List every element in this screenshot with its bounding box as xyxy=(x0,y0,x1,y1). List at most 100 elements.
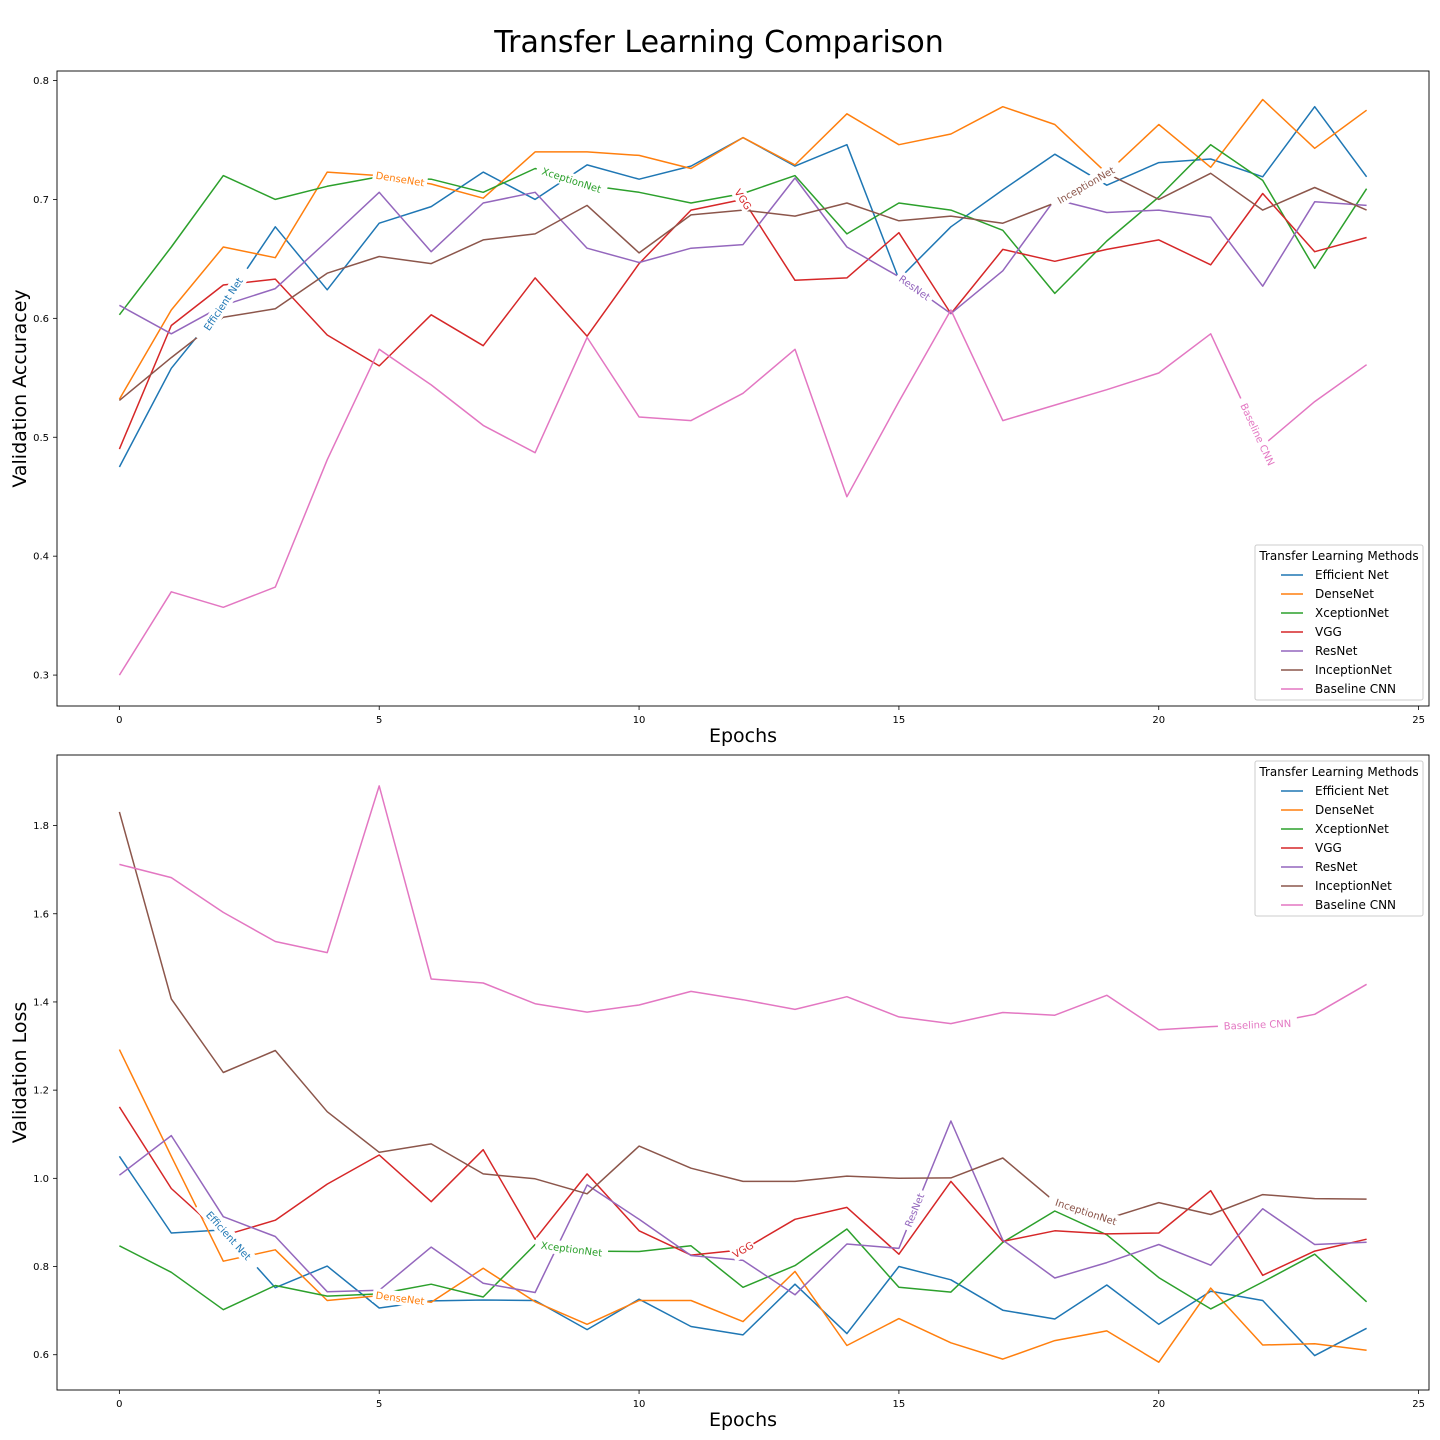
legend-item-inceptionnet: InceptionNet xyxy=(1281,663,1392,677)
inline-label-background xyxy=(1046,1192,1126,1232)
legend-item-efficient-net: Efficient Net xyxy=(1281,784,1389,798)
legend: Transfer Learning Methods Efficient Net De… xyxy=(1254,544,1424,701)
accuracy-chart: 0 5 10 15 20 25 0.3 0.4 0.5 0.6 0.7 0.8 Epochs Valida… xyxy=(9,70,1430,747)
inline-label-background xyxy=(194,1199,263,1273)
legend-label: Efficient Net xyxy=(1315,784,1389,798)
legend-label: InceptionNet xyxy=(1315,663,1392,677)
loss-chart: 0 5 10 15 20 25 0.6 0.8 1.0 1.2 1.4 1.6 1.8 Epochs Val… xyxy=(9,754,1430,1431)
plot-area-frame xyxy=(56,70,1430,707)
legend-title: Transfer Learning Methods xyxy=(1258,765,1418,779)
y-tick-label: 1.2 xyxy=(33,1086,49,1097)
y-tick-label: 0.6 xyxy=(33,1350,49,1361)
legend-item-xceptionnet: XceptionNet xyxy=(1281,606,1389,620)
figure-title: Transfer Learning Comparison xyxy=(493,25,944,60)
series-line-densenet xyxy=(118,1049,1367,1363)
series-line-baseline-cnn xyxy=(118,309,1368,676)
series-line-efficient-net xyxy=(118,1155,1367,1357)
inline-label-background xyxy=(728,1237,758,1262)
x-tick-label: 10 xyxy=(633,1399,646,1410)
inline-label-background xyxy=(534,1237,609,1261)
y-tick-label: 0.8 xyxy=(33,76,49,87)
y-tick-label: 0.4 xyxy=(33,552,49,563)
plot-area-frame xyxy=(56,754,1430,1391)
x-tick-label: 0 xyxy=(116,715,122,726)
legend-label: Baseline CNN xyxy=(1315,898,1396,912)
inline-label-efficient-net: Efficient Net xyxy=(194,1199,263,1273)
x-tick-label: 5 xyxy=(376,1399,382,1410)
legend-label: ResNet xyxy=(1315,644,1358,658)
inline-label-background xyxy=(193,264,253,344)
x-tick-label: 5 xyxy=(376,715,382,726)
series-line-densenet xyxy=(118,98,1368,400)
inline-label-resnet: ResNet xyxy=(893,269,936,306)
inline-label-background xyxy=(371,167,429,191)
y-tick-label: 0.8 xyxy=(33,1262,49,1273)
legend-label: VGG xyxy=(1315,625,1342,639)
y-axis-label: Validation Loss xyxy=(9,1002,31,1144)
y-tick-label: 0.5 xyxy=(33,433,49,444)
y-tick-label: 1.4 xyxy=(33,997,49,1008)
legend-item-inceptionnet: InceptionNet xyxy=(1281,879,1392,893)
legend-item-resnet: ResNet xyxy=(1281,644,1358,658)
series-line-xceptionnet xyxy=(118,143,1368,316)
series-line-resnet xyxy=(119,177,1367,335)
x-axis-label: Epochs xyxy=(709,1409,777,1431)
legend-item-densenet: DenseNet xyxy=(1281,587,1374,601)
legend-label: XceptionNet xyxy=(1315,606,1389,620)
inline-label-background xyxy=(1234,395,1281,474)
legend-item-resnet: ResNet xyxy=(1281,860,1358,874)
x-tick-label: 20 xyxy=(1152,715,1165,726)
inline-label-text: InceptionNet xyxy=(1056,165,1117,206)
legend-title: Transfer Learning Methods xyxy=(1258,549,1418,563)
inline-label-densenet: DenseNet xyxy=(371,167,429,191)
y-tick-label: 0.3 xyxy=(33,671,49,682)
legend-box xyxy=(1254,544,1424,701)
x-tick-label: 20 xyxy=(1152,1399,1165,1410)
inline-label-efficient-net: Efficient Net xyxy=(193,264,253,344)
legend-item-vgg: VGG xyxy=(1281,625,1342,639)
x-tick-label: 10 xyxy=(633,715,646,726)
inline-label-background xyxy=(730,185,756,214)
legend-label: Baseline CNN xyxy=(1315,682,1396,696)
inline-label-background xyxy=(893,269,936,306)
inline-label-background xyxy=(899,1187,930,1233)
inline-label-text: Baseline CNN xyxy=(1224,1019,1292,1033)
inline-label-background xyxy=(371,1287,429,1309)
inline-label-inceptionnet: InceptionNet xyxy=(1048,159,1124,211)
legend-item-vgg: VGG xyxy=(1281,841,1342,855)
series-line-xceptionnet xyxy=(119,1210,1368,1311)
inline-label-background xyxy=(1048,159,1124,211)
inline-label-baseline-cnn: Baseline CNN xyxy=(1234,395,1281,474)
x-tick-label: 15 xyxy=(893,715,906,726)
series-line-inceptionnet xyxy=(118,811,1367,1220)
x-tick-label: 15 xyxy=(893,1399,906,1410)
legend-label: InceptionNet xyxy=(1315,879,1392,893)
x-tick-label: 25 xyxy=(1412,1399,1425,1410)
legend-item-efficient-net: Efficient Net xyxy=(1281,568,1389,582)
inline-label-text: Baseline CNN xyxy=(1237,402,1275,468)
series-line-resnet xyxy=(118,1120,1367,1296)
legend-label: ResNet xyxy=(1315,860,1358,874)
legend-item-baseline-cnn: Baseline CNN xyxy=(1281,898,1396,912)
x-tick-label: 0 xyxy=(116,1399,122,1410)
legend-label: VGG xyxy=(1315,841,1342,855)
legend-label: XceptionNet xyxy=(1315,822,1389,836)
legend: Transfer Learning Methods Efficient Net De… xyxy=(1254,760,1424,917)
legend-label: Efficient Net xyxy=(1315,568,1389,582)
legend-label: DenseNet xyxy=(1315,587,1374,601)
y-axis-label: Validation Accuracey xyxy=(9,289,31,487)
inline-label-densenet: DenseNet xyxy=(371,1287,429,1309)
legend-label: DenseNet xyxy=(1315,803,1374,817)
x-axis-label: Epochs xyxy=(709,725,777,747)
series-line-vgg xyxy=(118,192,1367,450)
x-tick-label: 25 xyxy=(1412,715,1425,726)
legend-item-densenet: DenseNet xyxy=(1281,803,1374,817)
inline-label-vgg: VGG xyxy=(730,185,756,214)
series-line-baseline-cnn xyxy=(119,785,1367,1031)
y-tick-label: 0.7 xyxy=(33,195,49,206)
inline-label-xceptionnet: XceptionNet xyxy=(534,1237,609,1261)
inline-label-vgg: VGG xyxy=(728,1237,758,1262)
y-tick-label: 1.8 xyxy=(33,821,49,832)
inline-label-background xyxy=(1217,1016,1298,1034)
